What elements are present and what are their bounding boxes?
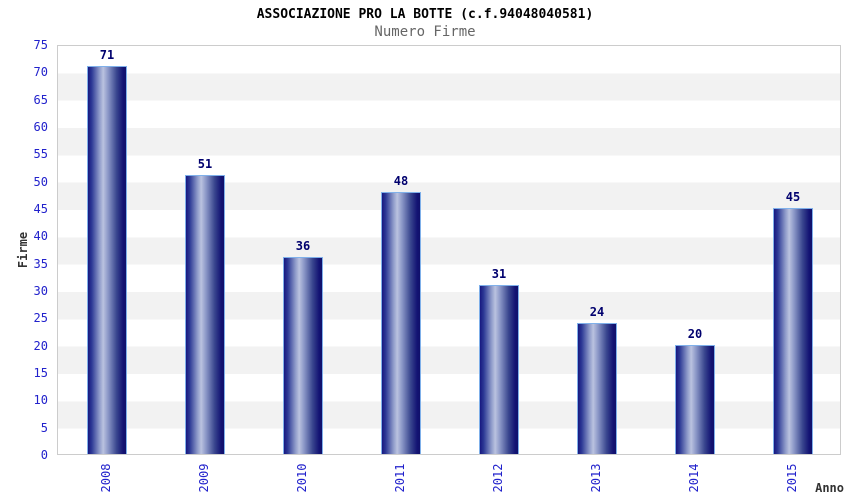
bar-2012 [479, 284, 519, 454]
y-tick-label: 20 [33, 338, 48, 353]
bar-value-label: 45 [785, 190, 801, 204]
bar-value-label: 51 [197, 157, 213, 172]
x-tick-label: 2010 [295, 463, 309, 493]
y-tick-label: 35 [33, 256, 48, 271]
x-tick-label: 2012 [491, 463, 505, 493]
bar-2011 [381, 191, 421, 454]
bar-2009 [185, 175, 225, 454]
bar-2013 [577, 322, 617, 454]
bar-2015 [773, 208, 813, 454]
x-axis-title: Anno [815, 481, 844, 495]
y-tick-label: 45 [33, 202, 48, 216]
bar-2014 [675, 344, 715, 454]
bar-2008 [87, 65, 127, 454]
bar-value-label: 48 [393, 173, 409, 188]
y-tick-label: 55 [33, 147, 48, 162]
y-tick-label: 10 [33, 393, 48, 408]
chart-title: ASSOCIAZIONE PRO LA BOTTE (c.f.940480405… [256, 7, 594, 22]
x-tick-label: 2015 [785, 463, 799, 493]
y-tick-label: 70 [33, 65, 48, 80]
x-tick-label: 2008 [99, 463, 113, 493]
x-tick-label: 2011 [393, 463, 407, 493]
y-tick-label: 25 [33, 311, 48, 326]
y-tick-label: 50 [33, 174, 48, 189]
y-tick-label: 15 [33, 366, 48, 380]
y-tick-label: 30 [33, 284, 48, 298]
bar-2010 [283, 257, 323, 454]
bar-value-label: 20 [687, 326, 703, 341]
chart-subtitle: Numero Firme [374, 24, 476, 40]
x-tick-label: 2013 [589, 463, 603, 493]
bar-value-label: 24 [589, 304, 605, 319]
bar-value-label: 36 [295, 239, 311, 254]
y-tick-label: 0 [40, 448, 48, 462]
x-tick-label: 2009 [197, 463, 211, 493]
y-tick-label: 5 [40, 420, 48, 435]
y-tick-label: 65 [33, 92, 48, 107]
x-tick-label: 2014 [687, 463, 701, 493]
plot-area: 71 51 36 48 31 24 20 45 [57, 45, 841, 455]
y-tick-label: 60 [33, 120, 48, 134]
y-tick-label: 75 [33, 38, 48, 52]
y-tick-label: 40 [33, 229, 48, 244]
bar-value-label: 31 [491, 266, 507, 281]
bar-value-label: 71 [99, 47, 115, 62]
